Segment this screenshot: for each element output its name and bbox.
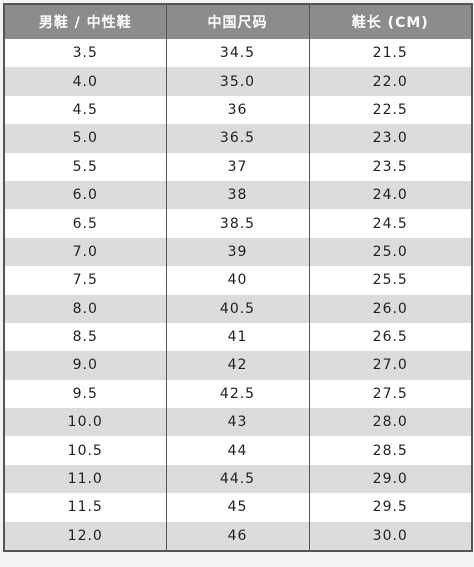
table-cell: 42 [165, 351, 310, 380]
table-cell: 29.5 [308, 493, 473, 522]
table-cell: 27.0 [308, 351, 473, 380]
table-cell: 8.0 [3, 294, 167, 323]
table-cell: 12.0 [3, 521, 167, 552]
table-cell: 4.5 [3, 95, 167, 125]
table-cell: 25.0 [308, 237, 473, 267]
table-row: 6.5 38.5 24.5 [3, 209, 473, 238]
table-cell: 44 [165, 436, 310, 465]
table-cell: 7.0 [3, 237, 167, 267]
table-cell: 38 [165, 180, 310, 210]
table-cell: 37 [165, 152, 310, 181]
table-cell: 26.0 [308, 294, 473, 323]
table-cell: 35.0 [165, 67, 310, 96]
table-cell: 45 [165, 493, 310, 522]
table-cell: 10.0 [3, 408, 167, 437]
table-cell: 41 [165, 322, 310, 352]
table-cell: 6.5 [3, 209, 167, 238]
table-cell: 4.0 [3, 67, 167, 96]
table-cell: 8.5 [3, 322, 167, 352]
table-cell: 22.5 [308, 95, 473, 125]
table-cell: 24.0 [308, 180, 473, 210]
table-cell: 28.5 [308, 436, 473, 465]
table-cell: 40.5 [165, 294, 310, 323]
table-row: 4.5 36 22.5 [3, 95, 473, 125]
table-row: 11.5 45 29.5 [3, 493, 473, 522]
table-cell: 39 [165, 237, 310, 267]
table-cell: 38.5 [165, 209, 310, 238]
table-cell: 27.5 [308, 379, 473, 409]
table-cell: 7.5 [3, 266, 167, 295]
table-row: 6.0 38 24.0 [3, 180, 473, 210]
header-row: 男鞋 / 中性鞋 中国尺码 鞋长 (CM) [3, 4, 473, 39]
table-cell: 3.5 [3, 39, 167, 68]
table-cell: 36 [165, 95, 310, 125]
table-cell: 36.5 [165, 124, 310, 153]
table-row: 7.0 39 25.0 [3, 237, 473, 267]
table-cell: 43 [165, 408, 310, 437]
table-cell: 21.5 [308, 39, 473, 68]
table-row: 10.0 43 28.0 [3, 408, 473, 437]
table-cell: 24.5 [308, 209, 473, 238]
table-row: 7.5 40 25.5 [3, 266, 473, 295]
table-cell: 34.5 [165, 39, 310, 68]
table-cell: 40 [165, 266, 310, 295]
header-cell: 男鞋 / 中性鞋 [3, 4, 167, 39]
table-row: 4.0 35.0 22.0 [3, 67, 473, 96]
table-body: 3.5 34.5 21.5 4.0 35.0 22.0 4.5 36 22.5 5.0 36.5 23… [3, 39, 473, 552]
table-cell: 9.0 [3, 351, 167, 380]
table-cell: 22.0 [308, 67, 473, 96]
table-cell: 11.0 [3, 464, 167, 494]
table-row: 5.0 36.5 23.0 [3, 124, 473, 153]
table-cell: 5.0 [3, 124, 167, 153]
table-cell: 26.5 [308, 322, 473, 352]
table-cell: 11.5 [3, 493, 167, 522]
table-row: 3.5 34.5 21.5 [3, 39, 473, 68]
table-cell: 6.0 [3, 180, 167, 210]
table-row: 8.0 40.5 26.0 [3, 294, 473, 323]
table-cell: 10.5 [3, 436, 167, 465]
table-cell: 9.5 [3, 379, 167, 409]
table-cell: 25.5 [308, 266, 473, 295]
table-cell: 44.5 [165, 464, 310, 494]
table-cell: 28.0 [308, 408, 473, 437]
table-cell: 5.5 [3, 152, 167, 181]
table-cell: 23.0 [308, 124, 473, 153]
table-cell: 30.0 [308, 521, 473, 552]
table-row: 9.5 42.5 27.5 [3, 379, 473, 409]
header-cell: 中国尺码 [165, 4, 310, 39]
table-row: 10.5 44 28.5 [3, 436, 473, 465]
table-cell: 23.5 [308, 152, 473, 181]
table-cell: 42.5 [165, 379, 310, 409]
table-row: 9.0 42 27.0 [3, 351, 473, 380]
table-row: 5.5 37 23.5 [3, 152, 473, 181]
table-row: 8.5 41 26.5 [3, 322, 473, 352]
header-cell: 鞋长 (CM) [308, 4, 473, 39]
table-row: 12.0 46 30.0 [3, 521, 473, 552]
table-row: 11.0 44.5 29.0 [3, 464, 473, 494]
table-cell: 46 [165, 521, 310, 552]
size-table: 男鞋 / 中性鞋 中国尺码 鞋长 (CM) 3.5 34.5 21.5 4.0 35.0 22… [3, 3, 473, 553]
table-cell: 29.0 [308, 464, 473, 494]
